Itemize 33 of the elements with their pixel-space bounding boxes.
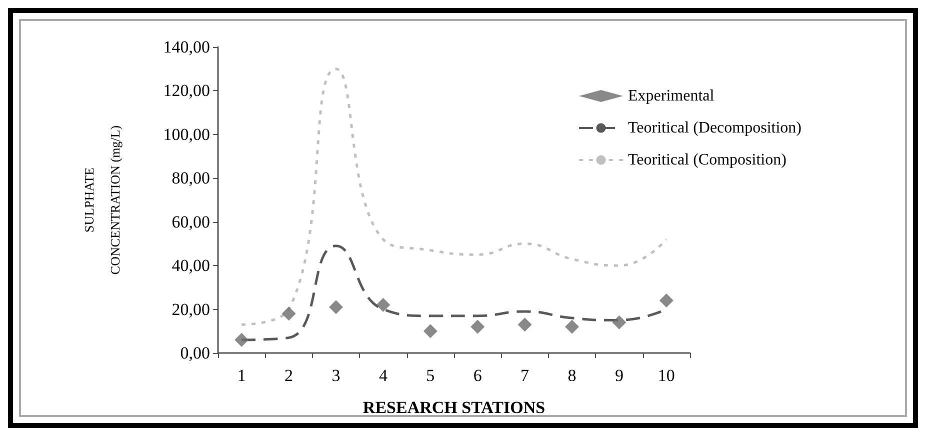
y-axis-title: SULPHATE CONCENTRATION (mg/L): [82, 125, 122, 275]
point: [282, 306, 296, 321]
x-tick-label: 3: [332, 366, 340, 385]
y-tick-label: 140,00: [163, 38, 210, 56]
x-tick-label: 5: [426, 366, 435, 385]
point: [518, 318, 532, 332]
point: [612, 315, 626, 330]
y-tick-label: 0,00: [180, 344, 210, 362]
y-tick-label: 120,00: [163, 81, 210, 100]
x-tick-label: 9: [614, 366, 624, 385]
x-tick-label: 6: [473, 366, 482, 385]
y-tick-label: 100,00: [163, 124, 210, 144]
point: [234, 332, 249, 347]
legend-label: Teoritical (Composition): [628, 152, 786, 168]
point: [423, 324, 438, 338]
point: [659, 294, 674, 308]
x-tick-label: 8: [568, 366, 576, 385]
x-tick-label: 10: [658, 366, 675, 385]
legend-label: Experimental: [628, 88, 715, 104]
point: [565, 320, 579, 334]
y-tick-label: 80,00: [172, 168, 210, 188]
x-tick-label: 7: [520, 366, 530, 385]
point: [329, 300, 343, 314]
legend-label: Teoritical (Decomposition): [628, 120, 802, 136]
x-tick-label: 4: [378, 366, 388, 385]
point: [376, 298, 390, 312]
y-tick-label: 40,00: [172, 256, 210, 276]
x-tick-label: 2: [284, 366, 294, 385]
point: [470, 320, 485, 334]
x-tick-label: 1: [237, 366, 246, 385]
y-tick-label: 60,00: [172, 212, 210, 232]
x-axis-title: RESEARCH STATIONS: [362, 398, 546, 417]
y-tick-label: 20,00: [172, 300, 210, 319]
